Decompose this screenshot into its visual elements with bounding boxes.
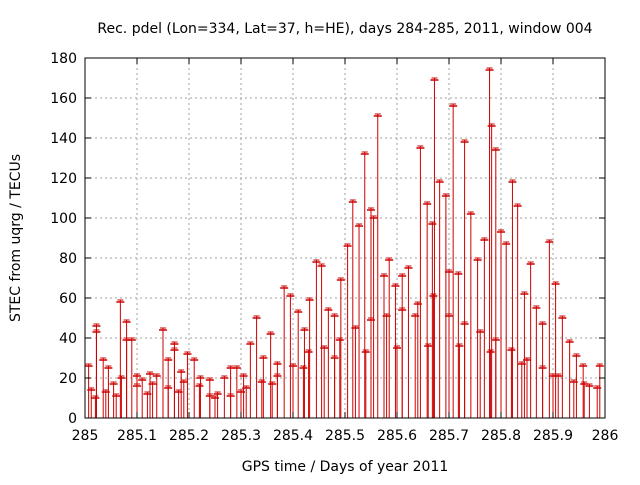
y-tick-label: 0 bbox=[68, 411, 77, 427]
x-tick-label: 285.2 bbox=[169, 428, 209, 444]
y-tick-label: 60 bbox=[59, 291, 77, 307]
y-tick-label: 20 bbox=[59, 371, 77, 387]
y-axis-label: STEC from uqrg / TECUs bbox=[8, 154, 24, 322]
x-tick-label: 285.1 bbox=[117, 428, 157, 444]
x-tick-label: 285.7 bbox=[429, 428, 469, 444]
x-tick-label: 285.8 bbox=[481, 428, 521, 444]
data-points bbox=[84, 67, 604, 418]
x-tick-label: 285.3 bbox=[221, 428, 261, 444]
x-tick-label: 285.9 bbox=[533, 428, 573, 444]
x-tick-label: 285.5 bbox=[325, 428, 365, 444]
x-tick-label: 286 bbox=[592, 428, 619, 444]
y-tick-label: 120 bbox=[50, 171, 77, 187]
y-tick-label: 180 bbox=[50, 51, 77, 67]
chart-title: Rec. pdel (Lon=334, Lat=37, h=HE), days … bbox=[97, 21, 592, 37]
x-axis-label: GPS time / Days of year 2011 bbox=[242, 459, 449, 475]
y-tick-label: 100 bbox=[50, 211, 77, 227]
tick-labels: 0 20 40 60 80 100 120 140 160 180 285 285.1 285.2 285… bbox=[50, 51, 618, 444]
x-tick-label: 285.4 bbox=[273, 428, 313, 444]
y-tick-label: 40 bbox=[59, 331, 77, 347]
x-tick-label: 285 bbox=[72, 428, 99, 444]
axes bbox=[84, 57, 606, 419]
x-tick-label: 285.6 bbox=[377, 428, 417, 444]
y-tick-label: 80 bbox=[59, 251, 77, 267]
y-tick-label: 140 bbox=[50, 131, 77, 147]
y-tick-label: 160 bbox=[50, 91, 77, 107]
